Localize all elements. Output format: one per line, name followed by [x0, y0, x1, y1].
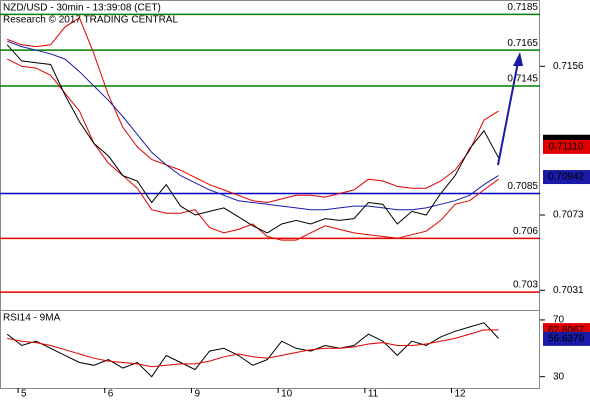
level-label: 0.7165: [507, 38, 538, 49]
level-label: 0.7085: [507, 181, 538, 192]
series-line: [6, 44, 499, 234]
y-tick-label: 0.7073: [553, 210, 584, 221]
arrow-head: [513, 52, 523, 66]
y-tick-label: 70: [553, 315, 565, 326]
x-tick-label: 11: [368, 389, 379, 400]
series-line: [7, 17, 499, 204]
series-line: [7, 40, 499, 211]
chart-title: NZD/USD - 30min - 13:39:08 (CET): [3, 3, 161, 14]
level-label: 0.7145: [507, 74, 538, 85]
y-tick-label: 0.7031: [553, 285, 584, 296]
level-label: 0.7185: [507, 2, 538, 13]
x-tick-label: 5: [21, 389, 27, 400]
price-tag: [543, 170, 590, 185]
panel-frame: [0, 310, 540, 389]
series-line: [6, 58, 499, 241]
y-tick-label: 30: [553, 371, 565, 382]
price-tag-label: 0.71110: [549, 142, 584, 153]
level-label: 0.703: [513, 280, 538, 291]
x-tick-label: 6: [108, 389, 114, 400]
x-tick-label: 9: [194, 389, 200, 400]
price-tag: [543, 331, 590, 346]
level-label: 0.706: [513, 226, 538, 237]
series-line: [6, 322, 499, 378]
forecast-arrow: [497, 52, 523, 166]
price-tag: [543, 139, 590, 154]
x-tick-label: 12: [455, 389, 467, 400]
price-tag-label: 0.70942: [548, 172, 585, 183]
x-tick-label: 10: [281, 389, 293, 400]
y-tick-label: 0.7156: [553, 61, 584, 72]
price-tag-label: 62.8067: [548, 325, 585, 336]
chart-subtitle: Research © 2017 TRADING CENTRAL: [3, 15, 178, 26]
arrow-shaft: [497, 61, 519, 166]
price-tag-label: 56.6379: [548, 334, 585, 345]
series-line: [7, 329, 499, 368]
panel-title: RSI14 - 9MA: [3, 313, 61, 324]
